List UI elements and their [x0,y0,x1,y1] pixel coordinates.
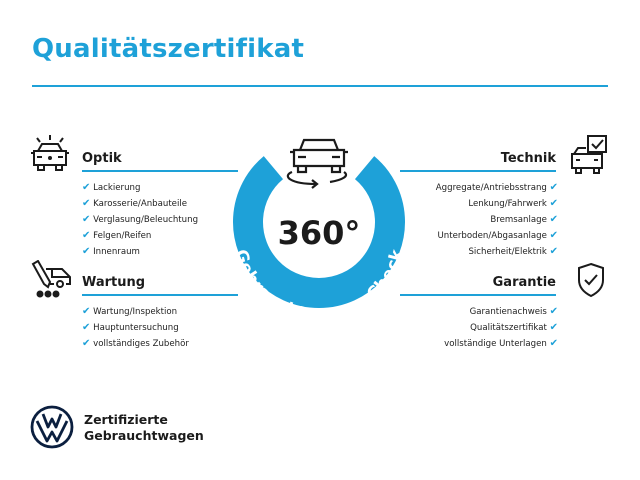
title-divider [32,85,608,87]
garantie-divider [400,294,556,296]
technik-list: Aggregate/Antriebsstrang ✔ Lenkung/Fahrw… [436,180,558,260]
badge-ring [233,156,405,309]
check-icon: ✔ [82,198,91,209]
wartung-divider [82,294,238,296]
list-item: Aggregate/Antriebsstrang ✔ [435,182,558,193]
check-icon: ✔ [549,322,558,333]
list-item: Bremsanlage ✔ [490,214,558,225]
footer-line-2: Gebrauchtwagen [84,428,204,443]
technik-title: Technik [500,151,556,166]
list-item: Qualitätszertifikat ✔ [470,322,558,333]
shield-check-icon [578,262,604,298]
check-icon: ✔ [82,246,91,257]
vw-logo [30,405,74,449]
list-item: Unterboden/Abgasanlage ✔ [437,230,559,241]
car-360-icon [286,138,348,189]
list-item: ✔ Wartung/Inspektion [82,306,178,317]
list-item: Sicherheit/Elektrik ✔ [468,246,558,257]
check-icon: ✔ [82,338,91,349]
check-icon: ✔ [549,198,558,209]
optik-divider [82,170,238,172]
check-icon: ✔ [549,182,558,193]
list-item: ✔ vollständiges Zubehör [82,338,189,349]
list-item: Lenkung/Fahrwerk ✔ [468,198,558,209]
check-icon: ✔ [549,338,558,349]
wartung-title: Wartung [82,275,146,290]
check-icon: ✔ [82,306,91,317]
garantie-list: Garantienachweis ✔ Qualitätszertifikat ✔… [444,304,558,352]
check-icon: ✔ [82,230,91,241]
service-car-icon [31,260,71,298]
check-icon: ✔ [549,230,558,241]
car-checklist-icon [571,135,607,174]
footer-line-1: Zertifizierte [84,412,168,427]
list-item: ✔ Hauptuntersuchung [82,322,179,333]
list-item: ✔ Verglasung/Beleuchtung [82,214,199,225]
degree-number: 360° [278,214,361,252]
check-icon: ✔ [549,214,558,225]
list-item: ✔ Innenraum [82,246,140,257]
check-icon: ✔ [82,322,91,333]
check-icon: ✔ [549,306,558,317]
list-item: ✔ Felgen/Reifen [82,230,152,241]
check-icon: ✔ [82,182,91,193]
footer-brand-text: Zertifizierte Gebrauchtwagen [84,412,204,444]
check-icon: ✔ [82,214,91,225]
technik-divider [400,170,556,172]
optik-title: Optik [82,151,122,166]
list-item: vollständige Unterlagen ✔ [444,338,558,349]
list-item: ✔ Karosserie/Anbauteile [82,198,188,209]
wartung-list: ✔ Wartung/Inspektion ✔ Hauptuntersuchung… [82,304,189,352]
list-item: Garantienachweis ✔ [469,306,558,317]
list-item: ✔ Lackierung [82,182,141,193]
car-lights-icon [31,135,69,171]
optik-list: ✔ Lackierung ✔ Karosserie/Anbauteile ✔ V… [82,180,198,260]
garantie-title: Garantie [492,275,556,290]
check-icon: ✔ [549,246,558,257]
page-title: Qualitätszertifikat [32,34,305,64]
